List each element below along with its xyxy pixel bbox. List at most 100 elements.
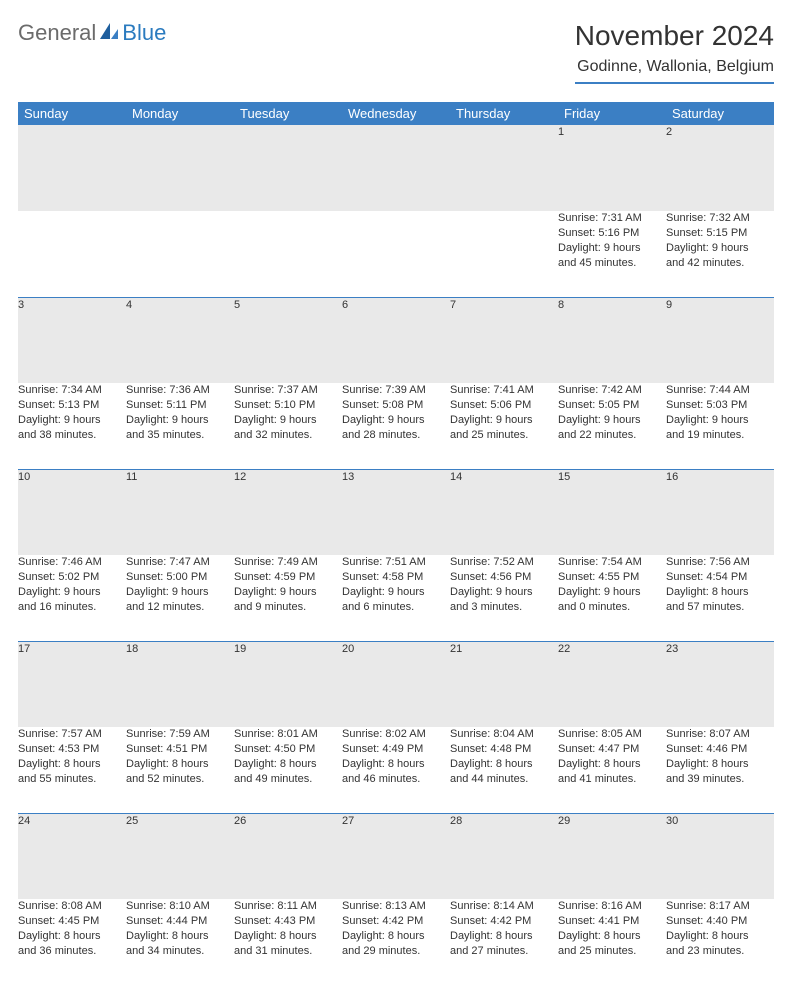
sunrise-text: Sunrise: 8:05 AM [558,727,666,742]
day2-text: and 25 minutes. [450,428,558,443]
day-number: 11 [126,469,234,555]
day1-text: Daylight: 8 hours [234,929,342,944]
sunset-text: Sunset: 5:06 PM [450,398,558,413]
day-cell [450,211,558,297]
day1-text: Daylight: 9 hours [558,413,666,428]
day2-text: and 55 minutes. [18,772,126,787]
day-cell: Sunrise: 8:17 AMSunset: 4:40 PMDaylight:… [666,899,774,985]
day-cell: Sunrise: 8:16 AMSunset: 4:41 PMDaylight:… [558,899,666,985]
weekday-header: Thursday [450,102,558,125]
day2-text: and 38 minutes. [18,428,126,443]
sunrise-text: Sunrise: 7:57 AM [18,727,126,742]
day2-text: and 3 minutes. [450,600,558,615]
day-number: 12 [234,469,342,555]
sunset-text: Sunset: 5:08 PM [342,398,450,413]
sunrise-text: Sunrise: 8:11 AM [234,899,342,914]
sunrise-text: Sunrise: 7:39 AM [342,383,450,398]
sunrise-text: Sunrise: 7:46 AM [18,555,126,570]
day-cell: Sunrise: 7:41 AMSunset: 5:06 PMDaylight:… [450,383,558,469]
day1-text: Daylight: 9 hours [450,413,558,428]
day-cell: Sunrise: 8:07 AMSunset: 4:46 PMDaylight:… [666,727,774,813]
sunrise-text: Sunrise: 8:17 AM [666,899,774,914]
sunset-text: Sunset: 4:53 PM [18,742,126,757]
day-cell: Sunrise: 8:10 AMSunset: 4:44 PMDaylight:… [126,899,234,985]
day-number: 28 [450,813,558,899]
daynum-row: 10111213141516 [18,469,774,555]
sunset-text: Sunset: 5:13 PM [18,398,126,413]
day2-text: and 32 minutes. [234,428,342,443]
day-number: 15 [558,469,666,555]
sunrise-text: Sunrise: 7:56 AM [666,555,774,570]
day-number: 30 [666,813,774,899]
day-cell: Sunrise: 7:46 AMSunset: 5:02 PMDaylight:… [18,555,126,641]
day2-text: and 31 minutes. [234,944,342,959]
sunrise-text: Sunrise: 8:14 AM [450,899,558,914]
sunset-text: Sunset: 4:55 PM [558,570,666,585]
sunrise-text: Sunrise: 8:10 AM [126,899,234,914]
day2-text: and 27 minutes. [450,944,558,959]
sunrise-text: Sunrise: 7:31 AM [558,211,666,226]
day2-text: and 46 minutes. [342,772,450,787]
day-number: 24 [18,813,126,899]
day2-text: and 28 minutes. [342,428,450,443]
day2-text: and 57 minutes. [666,600,774,615]
day1-text: Daylight: 8 hours [126,929,234,944]
sunset-text: Sunset: 4:59 PM [234,570,342,585]
calendar-table: Sunday Monday Tuesday Wednesday Thursday… [18,102,774,985]
day-number [342,125,450,211]
sunset-text: Sunset: 4:41 PM [558,914,666,929]
day-cell: Sunrise: 8:08 AMSunset: 4:45 PMDaylight:… [18,899,126,985]
sunrise-text: Sunrise: 7:37 AM [234,383,342,398]
day-cell: Sunrise: 7:57 AMSunset: 4:53 PMDaylight:… [18,727,126,813]
sunset-text: Sunset: 4:44 PM [126,914,234,929]
sunset-text: Sunset: 5:16 PM [558,226,666,241]
day1-text: Daylight: 9 hours [126,585,234,600]
day-cell: Sunrise: 7:31 AMSunset: 5:16 PMDaylight:… [558,211,666,297]
day1-text: Daylight: 8 hours [18,757,126,772]
sunset-text: Sunset: 4:54 PM [666,570,774,585]
daynum-row: 12 [18,125,774,211]
day1-text: Daylight: 8 hours [18,929,126,944]
day-cell: Sunrise: 8:13 AMSunset: 4:42 PMDaylight:… [342,899,450,985]
day1-text: Daylight: 9 hours [342,413,450,428]
day-number: 3 [18,297,126,383]
day-number: 20 [342,641,450,727]
day2-text: and 19 minutes. [666,428,774,443]
day-cell: Sunrise: 7:36 AMSunset: 5:11 PMDaylight:… [126,383,234,469]
day-cell: Sunrise: 7:52 AMSunset: 4:56 PMDaylight:… [450,555,558,641]
day-cell [126,211,234,297]
sunset-text: Sunset: 4:50 PM [234,742,342,757]
day2-text: and 45 minutes. [558,256,666,271]
day-cell: Sunrise: 8:02 AMSunset: 4:49 PMDaylight:… [342,727,450,813]
day-number: 27 [342,813,450,899]
day-cell: Sunrise: 7:37 AMSunset: 5:10 PMDaylight:… [234,383,342,469]
page-header: General Blue November 2024 Godinne, Wall… [18,20,774,84]
day-cell [18,211,126,297]
detail-row: Sunrise: 8:08 AMSunset: 4:45 PMDaylight:… [18,899,774,985]
sunrise-text: Sunrise: 7:42 AM [558,383,666,398]
sunset-text: Sunset: 5:00 PM [126,570,234,585]
day2-text: and 52 minutes. [126,772,234,787]
day-cell: Sunrise: 7:39 AMSunset: 5:08 PMDaylight:… [342,383,450,469]
day-number [450,125,558,211]
day-cell: Sunrise: 7:42 AMSunset: 5:05 PMDaylight:… [558,383,666,469]
sunset-text: Sunset: 4:56 PM [450,570,558,585]
day-cell: Sunrise: 7:32 AMSunset: 5:15 PMDaylight:… [666,211,774,297]
day-number: 16 [666,469,774,555]
day1-text: Daylight: 8 hours [666,757,774,772]
day1-text: Daylight: 8 hours [126,757,234,772]
day1-text: Daylight: 9 hours [18,585,126,600]
day-number: 9 [666,297,774,383]
day1-text: Daylight: 8 hours [342,757,450,772]
day2-text: and 49 minutes. [234,772,342,787]
sunrise-text: Sunrise: 7:51 AM [342,555,450,570]
sunset-text: Sunset: 4:49 PM [342,742,450,757]
day-cell: Sunrise: 7:54 AMSunset: 4:55 PMDaylight:… [558,555,666,641]
sunset-text: Sunset: 5:02 PM [18,570,126,585]
day1-text: Daylight: 8 hours [450,757,558,772]
sunrise-text: Sunrise: 7:49 AM [234,555,342,570]
day1-text: Daylight: 9 hours [558,585,666,600]
day-number: 5 [234,297,342,383]
sunset-text: Sunset: 4:51 PM [126,742,234,757]
weekday-header: Sunday [18,102,126,125]
